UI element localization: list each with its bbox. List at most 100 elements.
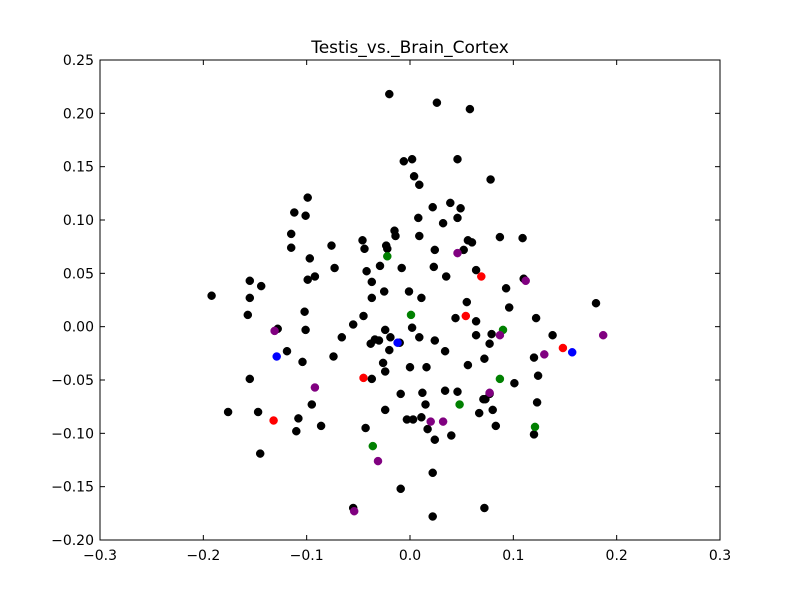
- data-point: [393, 338, 402, 347]
- data-point: [423, 424, 432, 434]
- data-point: [533, 371, 543, 380]
- data-point: [301, 325, 310, 335]
- data-point: [432, 98, 442, 107]
- data-point: [358, 236, 367, 245]
- x-tick-label: 0.1: [502, 548, 524, 564]
- y-axis: −0.20 −0.15 −0.10 −0.05 0.00 0.05 0.10 0.15 0.20…: [51, 53, 720, 549]
- data-point: [307, 400, 317, 409]
- data-point: [409, 172, 419, 181]
- data-point: [383, 252, 392, 261]
- data-point: [408, 415, 418, 424]
- data-point: [453, 213, 462, 223]
- data-point: [495, 374, 505, 384]
- x-tick-label: 0.0: [399, 548, 421, 564]
- data-point: [414, 213, 423, 223]
- data-points: [207, 89, 608, 521]
- data-point: [451, 313, 460, 323]
- data-point: [316, 421, 326, 431]
- data-point: [367, 277, 377, 287]
- data-point: [366, 339, 375, 348]
- data-point: [269, 416, 278, 425]
- data-point: [504, 303, 514, 312]
- data-point: [415, 333, 424, 342]
- data-point: [510, 378, 519, 388]
- data-point: [255, 449, 265, 458]
- data-point: [428, 202, 437, 212]
- data-point: [488, 405, 497, 415]
- y-tick-label: 0.25: [63, 53, 94, 69]
- data-point: [456, 204, 465, 213]
- data-point: [480, 354, 489, 363]
- data-point: [329, 352, 338, 361]
- data-point: [361, 423, 370, 433]
- data-point: [491, 421, 501, 431]
- data-point: [417, 293, 426, 303]
- data-point: [495, 232, 505, 242]
- x-tick-label: −0.3: [83, 548, 117, 564]
- data-point: [327, 241, 336, 250]
- data-point: [421, 400, 430, 409]
- y-tick-label: 0.20: [63, 106, 94, 122]
- data-point: [245, 374, 255, 384]
- data-point: [380, 367, 390, 376]
- data-point: [471, 330, 481, 340]
- data-point: [373, 456, 383, 466]
- data-point: [471, 317, 481, 326]
- x-tick-label: −0.2: [186, 548, 220, 564]
- data-point: [385, 89, 394, 99]
- y-tick-label: −0.10: [51, 426, 94, 442]
- y-tick-label: 0.15: [63, 160, 94, 176]
- data-point: [243, 310, 253, 320]
- data-point: [429, 262, 439, 272]
- data-point: [349, 506, 359, 516]
- data-point: [430, 245, 440, 255]
- data-point: [391, 231, 400, 241]
- data-point: [501, 284, 511, 293]
- y-tick-label: −0.05: [51, 373, 94, 389]
- data-point: [303, 193, 312, 202]
- data-point: [245, 276, 255, 286]
- data-point: [406, 310, 416, 320]
- data-point: [375, 261, 385, 271]
- data-point: [362, 266, 371, 276]
- data-point: [426, 417, 435, 426]
- x-tick-label: 0.2: [606, 548, 628, 564]
- data-point: [300, 307, 309, 316]
- data-point: [428, 468, 437, 478]
- y-tick-label: 0.05: [63, 266, 94, 282]
- data-point: [396, 484, 405, 494]
- data-point: [298, 357, 307, 367]
- data-point: [348, 320, 358, 329]
- x-tick-label: 0.3: [709, 548, 731, 564]
- data-point: [256, 281, 266, 291]
- data-point: [272, 352, 281, 361]
- data-point: [485, 339, 494, 348]
- data-point: [440, 386, 450, 395]
- data-point: [438, 417, 448, 426]
- data-point: [567, 348, 577, 357]
- data-point: [487, 329, 496, 339]
- data-point: [399, 157, 409, 166]
- data-point: [270, 326, 279, 336]
- data-point: [467, 238, 477, 247]
- data-point: [379, 287, 389, 296]
- data-point: [529, 353, 539, 362]
- data-point: [591, 298, 601, 308]
- data-point: [380, 325, 390, 335]
- data-point: [474, 408, 484, 418]
- data-point: [407, 323, 417, 332]
- x-axis: −0.3 −0.2 −0.1 0.0 0.1 0.2 0.3: [83, 60, 731, 564]
- data-point: [532, 398, 542, 407]
- data-point: [405, 362, 415, 372]
- data-point: [378, 358, 388, 368]
- y-tick-label: −0.20: [51, 533, 94, 549]
- chart-title: Testis_vs._Brain_Cortex: [310, 38, 509, 58]
- data-point: [397, 263, 406, 273]
- data-point: [374, 336, 384, 345]
- data-point: [417, 413, 426, 422]
- data-point: [471, 265, 481, 275]
- data-point: [383, 244, 392, 254]
- data-point: [530, 422, 540, 432]
- data-point: [430, 435, 440, 444]
- data-point: [380, 405, 390, 415]
